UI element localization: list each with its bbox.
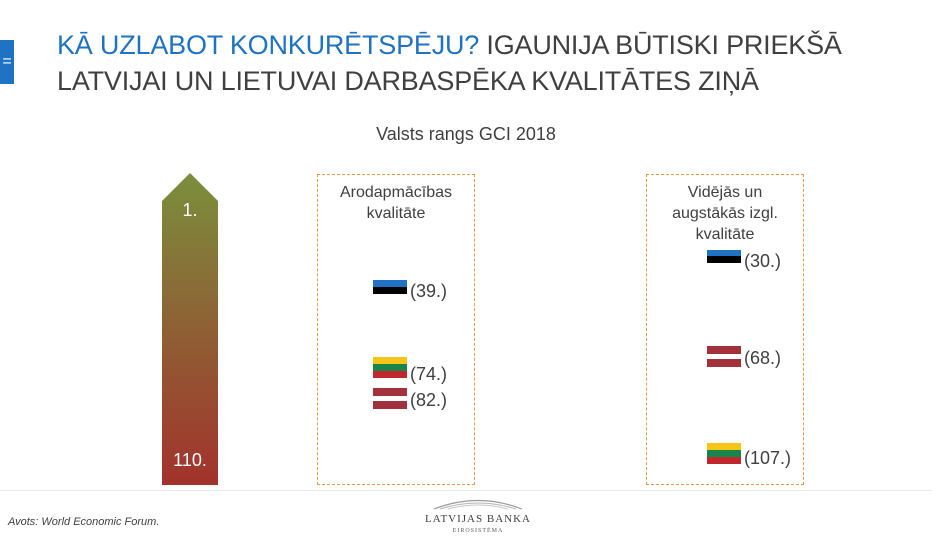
hamburger-icon: = <box>2 53 12 70</box>
vocational-rank-latvia: (82.) <box>410 390 448 410</box>
lithuania-flag <box>373 357 407 378</box>
education-rank-lithuania: (107.) <box>744 448 792 468</box>
page-title: KĀ UZLABOT KONKURĒTSPĒJU? IGAUNIJA BŪTIS… <box>57 27 927 99</box>
logo-subtitle: EIROSISTĒMA <box>452 528 504 534</box>
scale-top-label: 1. <box>182 200 198 220</box>
education-quality-label: Vidējās un augstākās izgl. kvalitāte <box>646 182 804 245</box>
vocational-quality-panel <box>317 174 475 485</box>
vocational-label-text: Arodapmācības kvalitāte <box>339 184 453 222</box>
footer-divider <box>0 490 932 491</box>
title-rest: IGAUNIJA BŪTISKI PRIEKŠĀ LATVIJAI UN LIE… <box>57 30 842 96</box>
chart-subtitle: Valsts rangs GCI 2018 <box>376 124 556 144</box>
estonia-flag <box>707 250 741 269</box>
education-rank-estonia: (30.) <box>744 251 782 271</box>
latvia-flag <box>373 388 407 410</box>
latvijas-banka-logo <box>433 499 523 510</box>
latvia-flag <box>707 346 741 368</box>
education-rank-latvia: (68.) <box>744 348 782 368</box>
vocational-rank-estonia: (39.) <box>410 281 448 301</box>
vocational-rank-lithuania: (74.) <box>410 364 448 384</box>
lithuania-flag <box>707 443 741 464</box>
vocational-quality-label: Arodapmācības kvalitāte <box>317 182 475 224</box>
source-note: Avots: World Economic Forum. <box>8 516 160 528</box>
title-highlight: KĀ UZLABOT KONKURĒTSPĒJU? <box>57 30 480 60</box>
education-label-text: Vidējās un augstākās izgl. kvalitāte <box>672 184 778 243</box>
logo-name: LATVIJAS BANKA <box>425 513 531 525</box>
menu-tab-button[interactable]: = <box>0 40 14 84</box>
education-quality-panel <box>646 174 804 485</box>
scale-bottom-label: 110. <box>173 450 207 470</box>
estonia-flag <box>373 280 407 301</box>
rank-scale-arrow <box>162 173 218 485</box>
